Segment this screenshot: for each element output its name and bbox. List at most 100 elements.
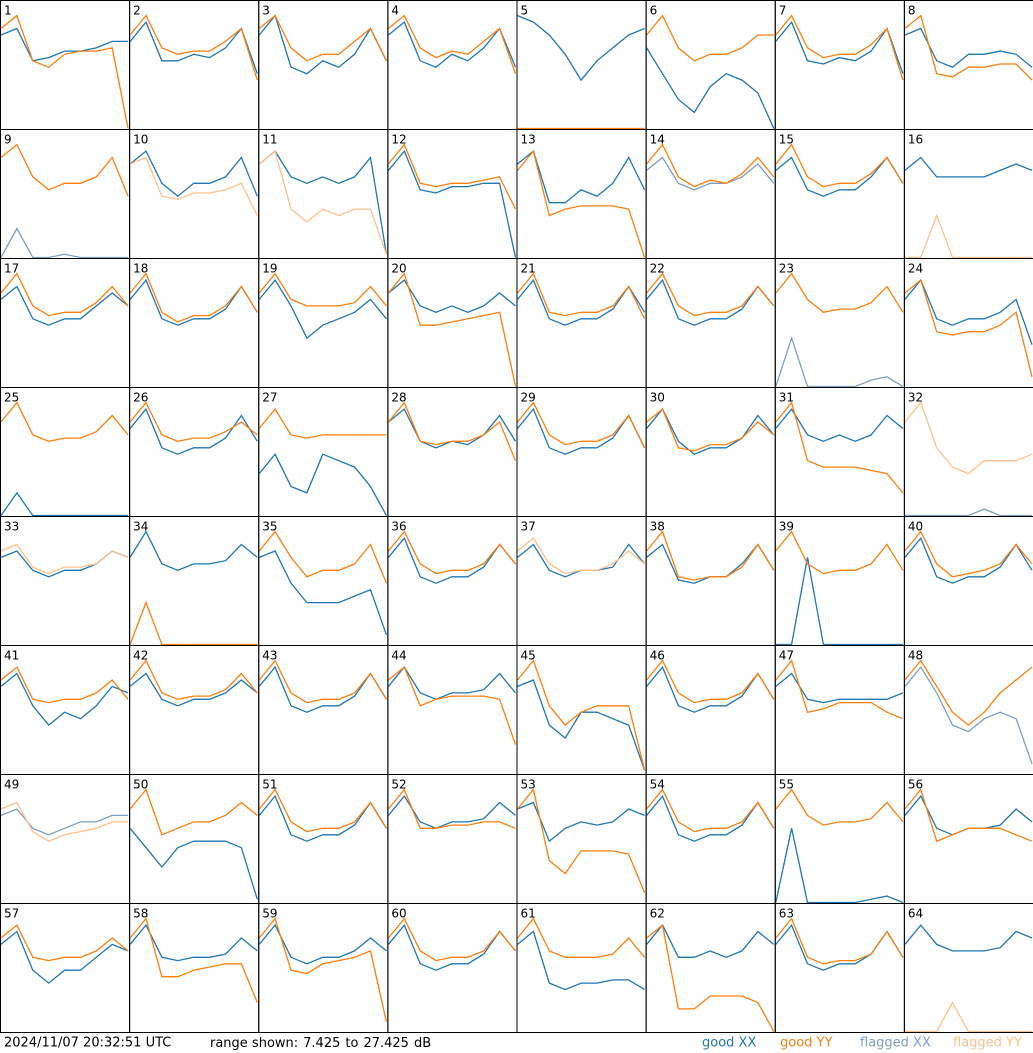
panel-border — [129, 903, 260, 1033]
panel-label: 6 — [650, 4, 658, 18]
spectrum-line — [517, 14, 645, 82]
spectrum-line — [646, 408, 775, 452]
panel-label: 39 — [779, 520, 794, 534]
spectrum-line — [904, 536, 1033, 584]
spectrum-line — [516, 659, 646, 771]
panel-label: 64 — [908, 907, 923, 921]
spectrum-line — [387, 923, 517, 971]
spectrum-line — [516, 272, 646, 320]
spectrum-line — [258, 278, 387, 340]
panel-border — [645, 516, 776, 646]
spectrum-line — [904, 659, 1033, 726]
panel-border — [774, 903, 905, 1033]
panel-label: 32 — [908, 391, 923, 405]
spectrum-line — [904, 401, 1033, 475]
spectrum-line — [258, 788, 387, 833]
spectrum-line — [129, 156, 258, 216]
panel-border — [774, 0, 905, 130]
panel-border — [258, 645, 389, 775]
spectrum-line — [516, 407, 646, 455]
panel-label: 61 — [521, 907, 536, 921]
spectrum-line — [904, 530, 1033, 578]
spectrum-line — [129, 788, 258, 836]
spectrum-line — [387, 14, 517, 74]
panel-label: 12 — [391, 133, 406, 147]
spectrum-line — [0, 27, 129, 62]
spectrum-line — [904, 213, 1032, 259]
spectrum-line — [0, 227, 129, 259]
spectrum-line — [387, 665, 517, 701]
panel-label: 24 — [908, 262, 923, 276]
range-min: 7.425 — [303, 1036, 340, 1051]
panel-label: 48 — [908, 649, 923, 663]
spectrum-line — [0, 808, 129, 836]
panel-border — [645, 0, 776, 130]
spectrum-line — [129, 407, 258, 455]
panel-label: 44 — [391, 649, 406, 663]
spectrum-line — [904, 788, 1033, 843]
panel-label: 3 — [262, 4, 270, 18]
panel-border — [516, 645, 647, 775]
panel-label: 18 — [133, 262, 148, 276]
spectrum-line — [129, 278, 258, 326]
spectrum-line — [258, 150, 388, 255]
panel-label: 29 — [521, 391, 536, 405]
spectrum-line — [258, 659, 387, 704]
spectrum-line — [0, 14, 129, 129]
panel-label: 19 — [262, 262, 277, 276]
panel-border — [258, 774, 389, 904]
spectrum-line — [517, 537, 646, 575]
spectrum-line — [904, 14, 1033, 81]
panel-label: 52 — [391, 778, 406, 792]
spectrum-line — [0, 143, 129, 197]
spectrum-line — [387, 917, 517, 962]
spectrum-line — [0, 924, 129, 962]
spectrum-line — [129, 14, 258, 81]
panel-border — [516, 774, 647, 904]
spectrum-line — [387, 21, 517, 68]
spectrum-line — [129, 827, 258, 900]
spectrum-line — [516, 917, 646, 958]
panel-label: 33 — [4, 520, 19, 534]
legend-entry: flagged YY — [953, 1036, 1022, 1051]
spectrum-line — [387, 408, 517, 449]
spectrum-line — [904, 1001, 1032, 1033]
spectrum-line — [646, 788, 775, 833]
spectrum-line — [0, 491, 129, 517]
panel-label: 46 — [650, 649, 665, 663]
panel-border — [774, 387, 905, 517]
spectrum-line — [646, 665, 775, 713]
panel-label: 36 — [391, 520, 406, 534]
spectrum-line — [904, 27, 1033, 68]
spectrum-line — [258, 14, 387, 75]
spectrum-line — [129, 20, 258, 74]
panel-label: 45 — [521, 649, 536, 663]
spectrum-line — [259, 550, 388, 636]
panel-label: 21 — [521, 262, 536, 276]
spectrum-line — [646, 278, 775, 326]
panel-border — [903, 129, 1033, 259]
spectrum-line — [775, 923, 904, 971]
panel-label: 22 — [650, 262, 665, 276]
spectrum-line — [258, 272, 387, 307]
spectrum-line — [387, 149, 517, 258]
panel-border — [0, 774, 131, 904]
spectrum-line — [775, 788, 904, 826]
panel-label: 1 — [4, 4, 12, 18]
spectrum-line — [904, 156, 1033, 178]
spectrum-line — [775, 336, 904, 388]
spectrum-line — [0, 272, 129, 317]
panel-border — [129, 387, 260, 517]
spectrum-line — [387, 530, 517, 575]
panel-label: 51 — [262, 778, 277, 792]
spectrum-line — [258, 665, 387, 713]
panel-label: 27 — [262, 391, 277, 405]
spectrum-line — [775, 20, 904, 74]
panel-border — [516, 129, 647, 259]
panel-border — [516, 516, 647, 646]
panel-label: 34 — [133, 520, 148, 534]
panel-border — [903, 774, 1033, 904]
spectrum-line — [646, 659, 775, 704]
panel-label: 41 — [4, 649, 19, 663]
panel-border — [774, 129, 905, 259]
